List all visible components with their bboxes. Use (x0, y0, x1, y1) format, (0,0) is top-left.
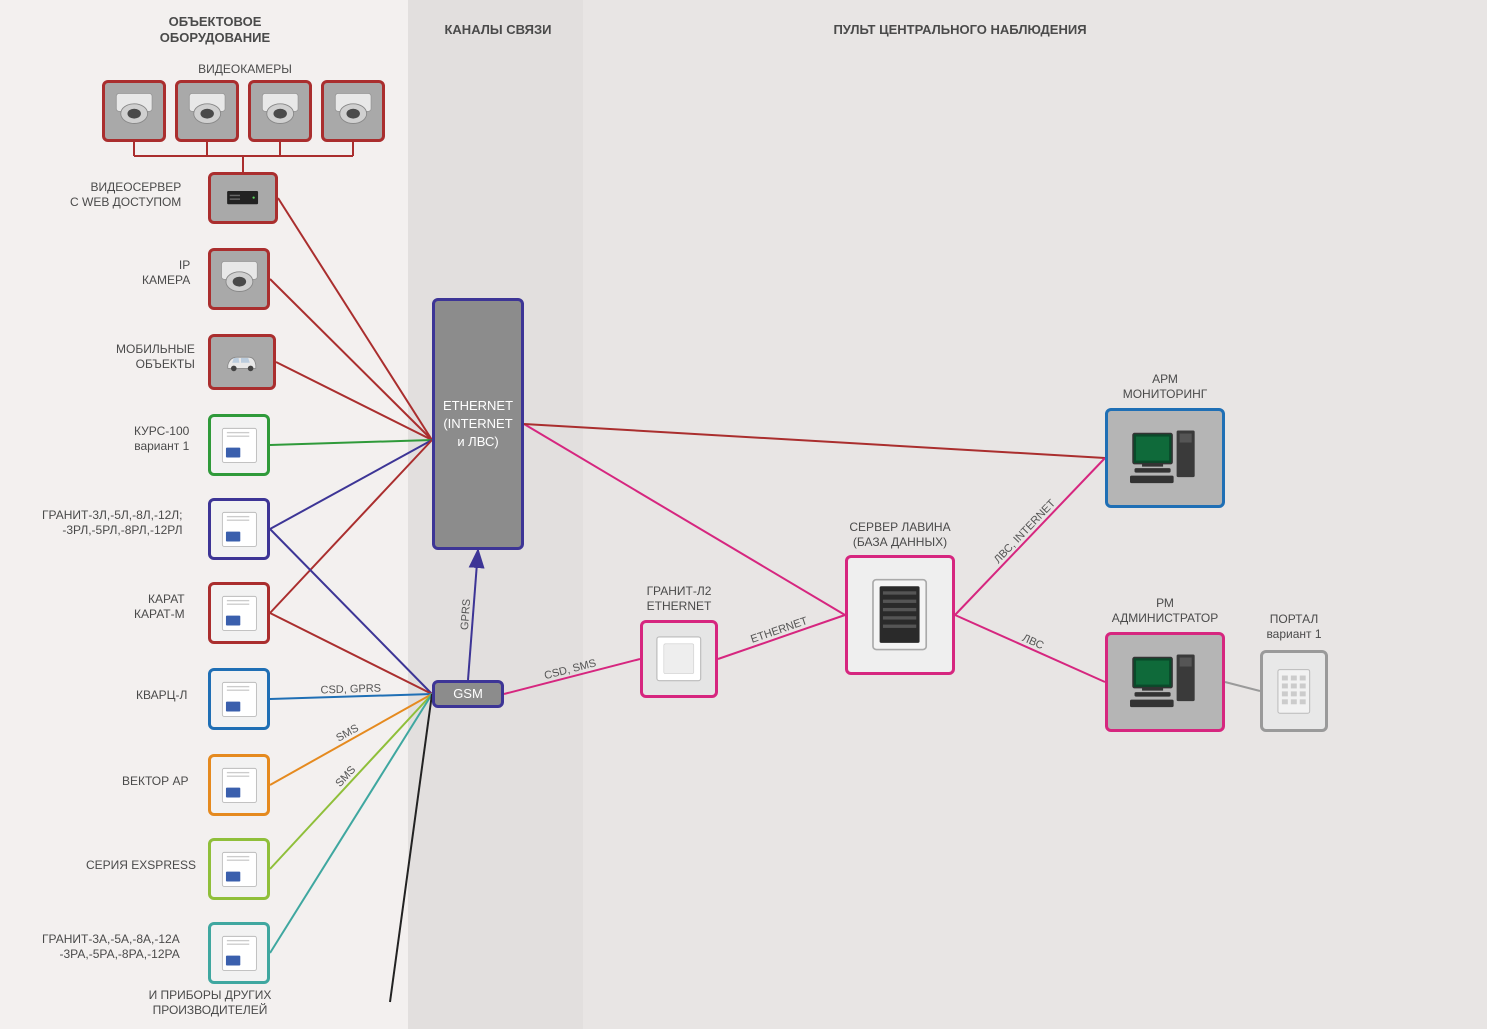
node-granit_l2 (640, 620, 718, 698)
workstation-icon (1119, 644, 1210, 719)
node-pm_admin (1105, 632, 1225, 732)
footer-label: И ПРИБОРЫ ДРУГИХ ПРОИЗВОДИТЕЛЕЙ (125, 988, 295, 1018)
panel-icon (217, 763, 262, 808)
channel-label: ETHERNET (INTERNET и ЛВС) (443, 397, 513, 452)
node-label: ВИДЕОСЕРВЕР С WEB ДОСТУПОМ (70, 180, 181, 210)
node-label: КАРАТ КАРАТ-М (134, 592, 185, 622)
node-videoserver (208, 172, 278, 224)
node-label: КУРС-100 вариант 1 (134, 424, 189, 454)
node-label: ГРАНИТ-Л2 ETHERNET (640, 584, 718, 614)
panel-icon (217, 847, 262, 892)
keypad-icon (1269, 661, 1319, 722)
section-header: КАНАЛЫ СВЯЗИ (438, 22, 558, 38)
node-ipcamera (208, 248, 270, 310)
server-rack-icon (858, 569, 941, 660)
node-granit_a (208, 922, 270, 984)
channel-label: GSM (453, 685, 483, 703)
node-express (208, 838, 270, 900)
column-col-monitor (583, 0, 1487, 1029)
node-server (845, 555, 955, 675)
dome-camera-icon (217, 257, 262, 302)
nvr-icon (217, 180, 268, 217)
dome-camera-icon (111, 89, 157, 134)
node-label: IP КАМЕРА (142, 258, 190, 288)
panel-icon (217, 591, 262, 636)
panel-icon (217, 677, 262, 722)
node-label: СЕРИЯ EXSPRESS (86, 858, 196, 873)
node-label: АРМ МОНИТОРИНГ (1110, 372, 1220, 402)
cameras-header: ВИДЕОКАМЕРЫ (185, 62, 305, 77)
node-vector (208, 754, 270, 816)
camera-node (248, 80, 312, 142)
node-karat (208, 582, 270, 644)
camera-node (175, 80, 239, 142)
node-label: ГРАНИТ-3Л,-5Л,-8Л,-12Л; -3РЛ,-5РЛ,-8РЛ,-… (42, 508, 183, 538)
car-icon (217, 342, 267, 382)
node-label: СЕРВЕР ЛАВИНА (БАЗА ДАННЫХ) (840, 520, 960, 550)
channel-gsm: GSM (432, 680, 504, 708)
dome-camera-icon (257, 89, 303, 134)
relay-icon (650, 630, 708, 688)
node-granit_l (208, 498, 270, 560)
dome-camera-icon (184, 89, 230, 134)
dome-camera-icon (330, 89, 376, 134)
node-label: ГРАНИТ-3А,-5А,-8А,-12А -3РА,-5РА,-8РА,-1… (42, 932, 180, 962)
node-arm (1105, 408, 1225, 508)
diagram-stage: ОБЪЕКТОВОЕ ОБОРУДОВАНИЕ КАНАЛЫ СВЯЗИ ПУЛЬТ… (0, 0, 1487, 1029)
workstation-icon (1119, 420, 1210, 495)
node-label: РМ АДМИНИСТРАТОР (1095, 596, 1235, 626)
panel-icon (217, 423, 262, 468)
node-portal (1260, 650, 1328, 732)
node-kurs100 (208, 414, 270, 476)
channel-ethernet: ETHERNET (INTERNET и ЛВС) (432, 298, 524, 550)
node-label: КВАРЦ-Л (136, 688, 187, 703)
camera-node (102, 80, 166, 142)
node-label: ВЕКТОР АР (122, 774, 188, 789)
node-mobile (208, 334, 276, 390)
node-kvarc (208, 668, 270, 730)
panel-icon (217, 931, 262, 976)
section-header: ПУЛЬТ ЦЕНТРАЛЬНОГО НАБЛЮДЕНИЯ (800, 22, 1120, 38)
node-label: МОБИЛЬНЫЕ ОБЪЕКТЫ (116, 342, 195, 372)
panel-icon (217, 507, 262, 552)
node-label: ПОРТАЛ вариант 1 (1260, 612, 1328, 642)
camera-node (321, 80, 385, 142)
section-header: ОБЪЕКТОВОЕ ОБОРУДОВАНИЕ (130, 14, 300, 47)
